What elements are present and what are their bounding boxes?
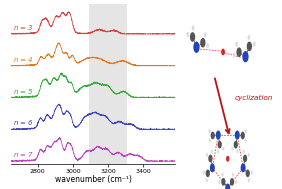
Text: $n$ = 5: $n$ = 5 xyxy=(13,87,34,96)
Circle shape xyxy=(241,132,245,139)
Circle shape xyxy=(221,173,224,177)
Circle shape xyxy=(231,147,233,151)
Circle shape xyxy=(243,167,246,171)
Circle shape xyxy=(225,184,228,188)
Circle shape xyxy=(251,170,253,175)
Circle shape xyxy=(210,163,215,172)
X-axis label: wavenumber (cm⁻¹): wavenumber (cm⁻¹) xyxy=(55,175,131,184)
Circle shape xyxy=(225,184,230,189)
Circle shape xyxy=(197,43,200,49)
Circle shape xyxy=(216,133,218,137)
Circle shape xyxy=(186,32,189,37)
Circle shape xyxy=(217,149,219,153)
Circle shape xyxy=(242,51,249,62)
Circle shape xyxy=(232,173,234,177)
Text: $n$ = 3: $n$ = 3 xyxy=(13,23,34,32)
Circle shape xyxy=(211,132,215,139)
Circle shape xyxy=(236,149,239,153)
Circle shape xyxy=(221,178,226,186)
Circle shape xyxy=(247,153,250,157)
Circle shape xyxy=(206,170,210,177)
Circle shape xyxy=(203,170,205,175)
Circle shape xyxy=(233,53,236,58)
Circle shape xyxy=(253,41,255,46)
Text: $n$ = 4: $n$ = 4 xyxy=(13,55,33,64)
Circle shape xyxy=(248,178,250,182)
Circle shape xyxy=(248,35,250,40)
Circle shape xyxy=(238,133,240,137)
Circle shape xyxy=(208,129,211,133)
Circle shape xyxy=(204,32,207,37)
Circle shape xyxy=(235,42,238,47)
Circle shape xyxy=(210,167,212,171)
Circle shape xyxy=(192,25,195,30)
Bar xyxy=(89,4,127,164)
Circle shape xyxy=(190,32,195,42)
Circle shape xyxy=(242,53,245,58)
Circle shape xyxy=(247,42,252,51)
Circle shape xyxy=(244,138,247,143)
Circle shape xyxy=(243,155,247,162)
Circle shape xyxy=(221,49,225,55)
Circle shape xyxy=(216,131,221,140)
Circle shape xyxy=(226,156,230,162)
Circle shape xyxy=(236,136,238,140)
Circle shape xyxy=(236,47,242,57)
Circle shape xyxy=(206,178,208,182)
Circle shape xyxy=(243,163,245,167)
Circle shape xyxy=(211,149,213,154)
Circle shape xyxy=(234,141,238,149)
Circle shape xyxy=(209,138,211,143)
Circle shape xyxy=(193,42,200,53)
Circle shape xyxy=(235,180,237,184)
Circle shape xyxy=(235,131,240,140)
Text: $n$ = 6: $n$ = 6 xyxy=(13,118,34,127)
Circle shape xyxy=(241,163,246,172)
Text: $n$ = 7: $n$ = 7 xyxy=(13,150,34,159)
Circle shape xyxy=(230,178,234,186)
Circle shape xyxy=(208,155,213,162)
Circle shape xyxy=(228,184,230,188)
Circle shape xyxy=(217,136,220,140)
Circle shape xyxy=(218,141,222,149)
Circle shape xyxy=(218,180,221,184)
Circle shape xyxy=(222,147,224,151)
Circle shape xyxy=(211,163,213,167)
Circle shape xyxy=(245,129,247,133)
Text: cyclization: cyclization xyxy=(235,95,274,101)
Circle shape xyxy=(246,170,250,177)
Circle shape xyxy=(245,51,248,57)
Circle shape xyxy=(194,42,197,47)
Circle shape xyxy=(206,43,209,48)
Circle shape xyxy=(206,153,208,157)
Circle shape xyxy=(243,149,245,154)
Circle shape xyxy=(200,38,206,48)
